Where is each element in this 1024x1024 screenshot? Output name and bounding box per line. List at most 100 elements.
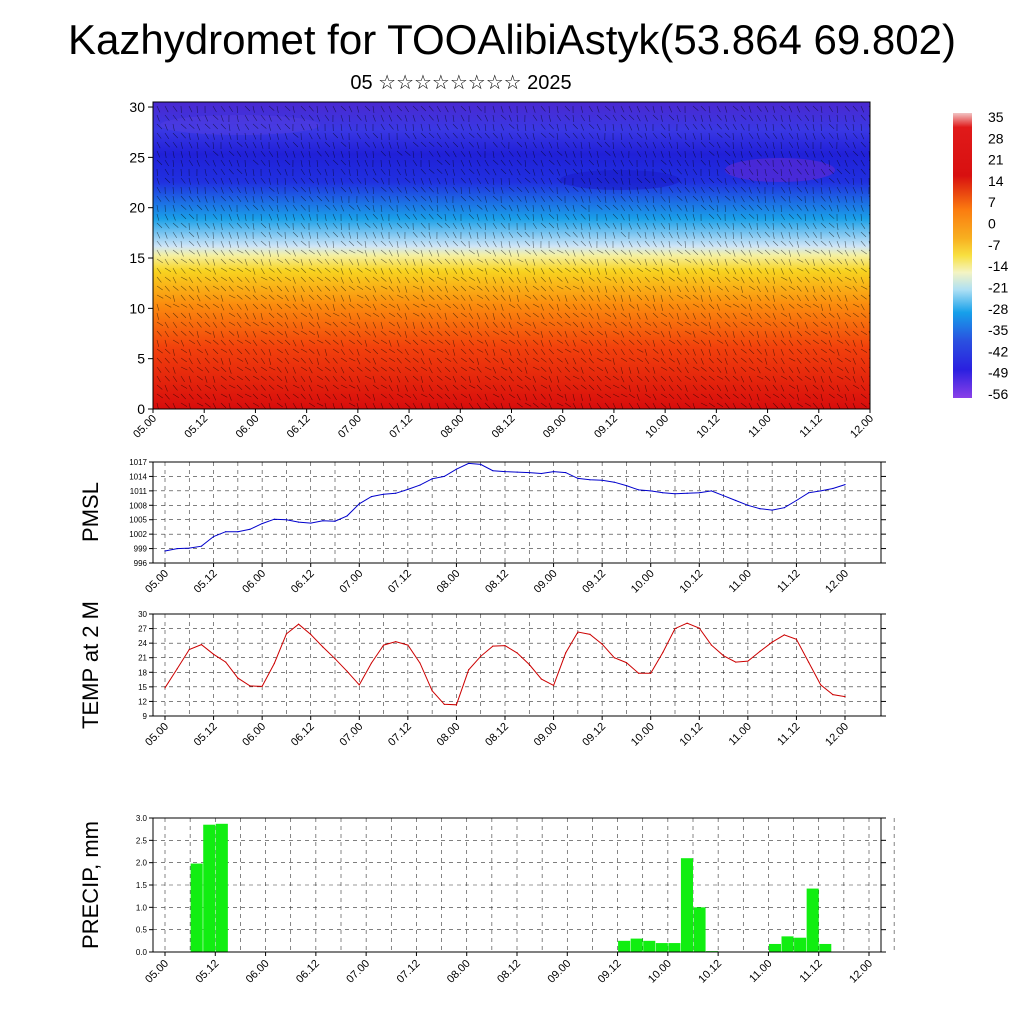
series-point xyxy=(492,470,494,472)
wind-barb xyxy=(204,339,212,344)
wind-barb xyxy=(636,366,640,374)
wind-barb xyxy=(564,375,571,381)
wind-barb xyxy=(428,177,432,185)
wind-barb xyxy=(844,141,850,148)
wind-barb xyxy=(684,159,689,167)
wind-barb xyxy=(636,132,643,138)
wind-barb xyxy=(164,348,171,354)
wind-barb xyxy=(804,258,810,265)
wind-barb xyxy=(188,213,195,220)
wind-barb xyxy=(444,123,449,131)
wind-barb xyxy=(164,204,166,213)
wind-barb xyxy=(180,213,187,220)
wind-barb xyxy=(652,303,656,311)
wind-barb xyxy=(572,249,576,257)
wind-barb xyxy=(764,204,770,212)
wind-barb xyxy=(572,285,580,290)
wind-barb xyxy=(620,357,628,362)
series-point xyxy=(480,655,482,657)
wind-barb xyxy=(652,141,657,149)
wind-barb xyxy=(428,141,435,147)
wind-barb xyxy=(476,168,481,176)
wind-barb xyxy=(228,240,232,248)
wind-barb xyxy=(652,285,657,293)
wind-barb xyxy=(196,393,203,399)
wind-barb xyxy=(716,141,721,149)
wind-barb xyxy=(268,375,275,381)
series-point xyxy=(419,662,421,664)
wind-barb xyxy=(668,276,675,282)
wind-barb xyxy=(196,294,201,302)
wind-barb xyxy=(500,366,508,371)
wind-barb xyxy=(308,267,316,272)
wind-barb xyxy=(508,330,515,336)
wind-barb xyxy=(540,114,543,122)
wind-barb xyxy=(468,168,475,174)
wind-barb xyxy=(772,150,775,158)
series-point xyxy=(577,477,579,479)
wind-barb xyxy=(172,204,176,212)
wind-barb xyxy=(756,348,762,355)
wind-barb xyxy=(684,258,692,263)
wind-barb xyxy=(564,393,567,401)
wind-barb xyxy=(212,195,215,203)
wind-barb xyxy=(412,330,418,337)
x-tick-label: 12.00 xyxy=(847,958,875,986)
wind-barb xyxy=(780,123,786,130)
wind-barb xyxy=(796,222,799,230)
y-tick-label: 1014 xyxy=(129,472,147,481)
series-point xyxy=(625,661,628,664)
wind-barb xyxy=(412,276,419,283)
wind-barb xyxy=(660,159,667,165)
wind-barb xyxy=(396,222,403,229)
wind-barb xyxy=(372,348,379,355)
wind-barb xyxy=(796,285,802,292)
wind-barb xyxy=(740,375,745,383)
wind-barb xyxy=(244,168,248,176)
wind-barb xyxy=(436,213,443,220)
wind-barb xyxy=(860,195,863,203)
wind-barb xyxy=(204,150,208,158)
wind-barb xyxy=(332,366,337,374)
wind-barb xyxy=(724,249,731,255)
wind-barb xyxy=(348,339,355,345)
wind-barb xyxy=(564,204,570,211)
wind-barb xyxy=(524,393,528,401)
wind-barb xyxy=(292,195,295,203)
wind-barb xyxy=(404,213,411,220)
wind-barb xyxy=(212,132,215,140)
wind-barb xyxy=(396,159,401,167)
series-point xyxy=(771,509,773,511)
wind-barb xyxy=(780,114,783,122)
wind-barb xyxy=(836,249,843,255)
wind-barb xyxy=(740,294,748,299)
wind-barb xyxy=(540,105,546,112)
wind-barb xyxy=(484,114,489,122)
wind-barb xyxy=(524,267,531,273)
wind-barb xyxy=(380,267,384,275)
wind-barb xyxy=(508,177,510,186)
wind-barb xyxy=(404,339,411,345)
wind-barb xyxy=(508,204,513,212)
wind-barb xyxy=(748,105,752,113)
wind-barb xyxy=(596,186,601,194)
wind-barb xyxy=(548,384,552,392)
wind-barb xyxy=(204,159,210,166)
wind-barb xyxy=(236,249,244,254)
wind-barb xyxy=(548,222,555,229)
wind-barb xyxy=(844,177,850,184)
wind-barb xyxy=(676,402,681,409)
wind-barb xyxy=(700,123,706,130)
x-tick-label: 05.12 xyxy=(193,958,221,986)
wind-barb xyxy=(644,366,650,373)
wind-barb xyxy=(612,312,617,320)
wind-barb xyxy=(444,204,450,211)
wind-barb xyxy=(300,141,304,149)
wind-barb xyxy=(396,339,400,347)
wind-barb xyxy=(548,402,553,409)
wind-barb xyxy=(812,105,819,112)
series-point xyxy=(552,684,555,687)
wind-barb xyxy=(732,240,738,247)
wind-barb xyxy=(852,249,857,257)
wind-barb xyxy=(356,204,361,212)
